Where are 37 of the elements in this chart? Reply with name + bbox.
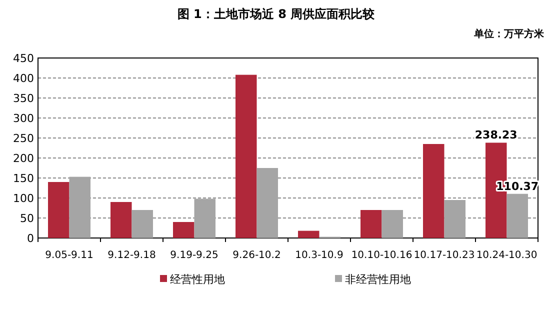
chart-title: 图 1：土地市场近 8 周供应面积比较 bbox=[177, 7, 376, 21]
y-tick-label: 300 bbox=[13, 112, 34, 125]
data-label: 238.23 bbox=[474, 128, 518, 142]
legend-label: 非经营性用地 bbox=[345, 273, 411, 286]
y-tick-label: 150 bbox=[13, 172, 34, 185]
x-tick-label: 9.12-9.18 bbox=[108, 250, 156, 261]
bar bbox=[444, 200, 466, 238]
y-tick-label: 350 bbox=[13, 92, 34, 105]
x-tick-label: 10.3-10.9 bbox=[295, 250, 344, 261]
bar bbox=[236, 74, 257, 238]
bar bbox=[132, 210, 153, 238]
bar bbox=[506, 194, 528, 238]
chart-subtitle: 单位：万平方米 bbox=[473, 28, 545, 40]
y-tick-label: 400 bbox=[13, 72, 34, 85]
y-tick-label: 50 bbox=[20, 212, 34, 225]
y-tick-label: 0 bbox=[27, 232, 34, 245]
y-tick-label: 450 bbox=[13, 52, 34, 65]
bar bbox=[360, 210, 382, 238]
y-tick-label: 250 bbox=[13, 132, 34, 145]
bar bbox=[423, 144, 444, 238]
x-tick-label: 9.19-9.25 bbox=[170, 250, 218, 261]
bar bbox=[69, 176, 90, 238]
legend-label: 经营性用地 bbox=[170, 273, 225, 286]
bar bbox=[194, 198, 216, 238]
bar bbox=[256, 168, 278, 238]
bar bbox=[48, 182, 70, 238]
x-tick-label: 10.10-10.16 bbox=[351, 250, 412, 261]
bar bbox=[298, 230, 320, 238]
bar bbox=[382, 210, 403, 238]
y-tick-label: 200 bbox=[13, 152, 34, 165]
x-tick-label: 9.05-9.11 bbox=[45, 250, 94, 261]
bar bbox=[173, 222, 194, 238]
x-tick-label: 10.17-10.23 bbox=[414, 250, 475, 261]
y-tick-label: 100 bbox=[13, 192, 34, 205]
x-tick-label: 10.24-10.30 bbox=[476, 250, 538, 261]
x-tick-label: 9.26-10.2 bbox=[232, 250, 281, 261]
bar bbox=[110, 202, 132, 238]
